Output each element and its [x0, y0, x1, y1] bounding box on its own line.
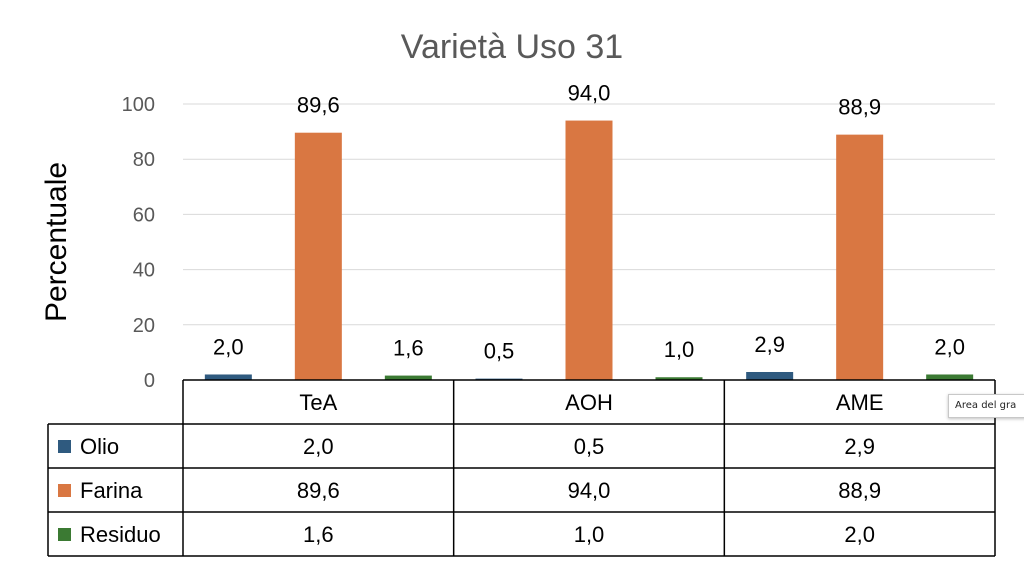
chart-title: Varietà Uso 31: [401, 28, 623, 66]
legend-swatch: [58, 440, 71, 453]
legend-swatch: [58, 484, 71, 497]
table-cell: 89,6: [297, 478, 340, 503]
bars: [204, 120, 974, 380]
data-table: TeA AOH AME Olio 2,0 0,5 2,9 Farina 89,6 94,0 88,9…: [47, 379, 996, 557]
y-tick-label: 40: [133, 260, 155, 282]
data-label: 0,5: [484, 339, 515, 364]
table-cell: 88,9: [838, 478, 881, 503]
tooltip: Area del gra: [948, 394, 1024, 418]
bar-olio-ame: [746, 371, 794, 380]
table-cell: 2,0: [844, 522, 875, 547]
table-cell: 2,9: [844, 434, 875, 459]
y-axis-label: Percentuale: [40, 162, 73, 322]
legend-entry: Residuo: [80, 522, 161, 547]
data-label: 89,6: [297, 93, 340, 118]
data-label: 2,0: [934, 334, 965, 359]
table-cell: 94,0: [568, 478, 611, 503]
table-cell: 1,6: [303, 522, 334, 547]
bar-residuo-aoh: [655, 377, 703, 380]
table-cell: 1,0: [574, 522, 605, 547]
y-tick-label: 0: [144, 370, 155, 392]
bar-farina-ame: [836, 134, 884, 380]
bar-residuo-tea: [384, 375, 432, 380]
bar-olio-tea: [204, 374, 252, 380]
legend-entry: Olio: [80, 434, 119, 459]
y-tick-label: 100: [122, 94, 155, 116]
bar-farina-aoh: [565, 120, 613, 380]
legend-entry: Farina: [80, 478, 143, 503]
data-label: 2,9: [754, 332, 785, 357]
table-cell: 0,5: [574, 434, 605, 459]
category-label: TeA: [299, 390, 337, 415]
legend-swatch: [58, 528, 71, 541]
y-tick-label: 60: [133, 204, 155, 226]
bar-farina-tea: [294, 132, 342, 380]
data-label: 2,0: [213, 334, 244, 359]
data-label: 94,0: [568, 81, 611, 106]
bar-residuo-ame: [926, 374, 974, 380]
data-label: 1,0: [664, 337, 695, 362]
data-label: 1,6: [393, 336, 424, 361]
data-label: 88,9: [838, 95, 881, 120]
y-tick-label: 20: [133, 315, 155, 337]
category-label: AME: [836, 390, 884, 415]
y-tick-label: 80: [133, 149, 155, 171]
category-label: AOH: [565, 390, 613, 415]
table-cell: 2,0: [303, 434, 334, 459]
y-tick-labels: 0 20 40 60 80 100: [122, 94, 155, 392]
data-labels: 2,0 89,6 1,6 0,5 94,0 1,0 2,9 88,9 2,0: [213, 81, 965, 364]
